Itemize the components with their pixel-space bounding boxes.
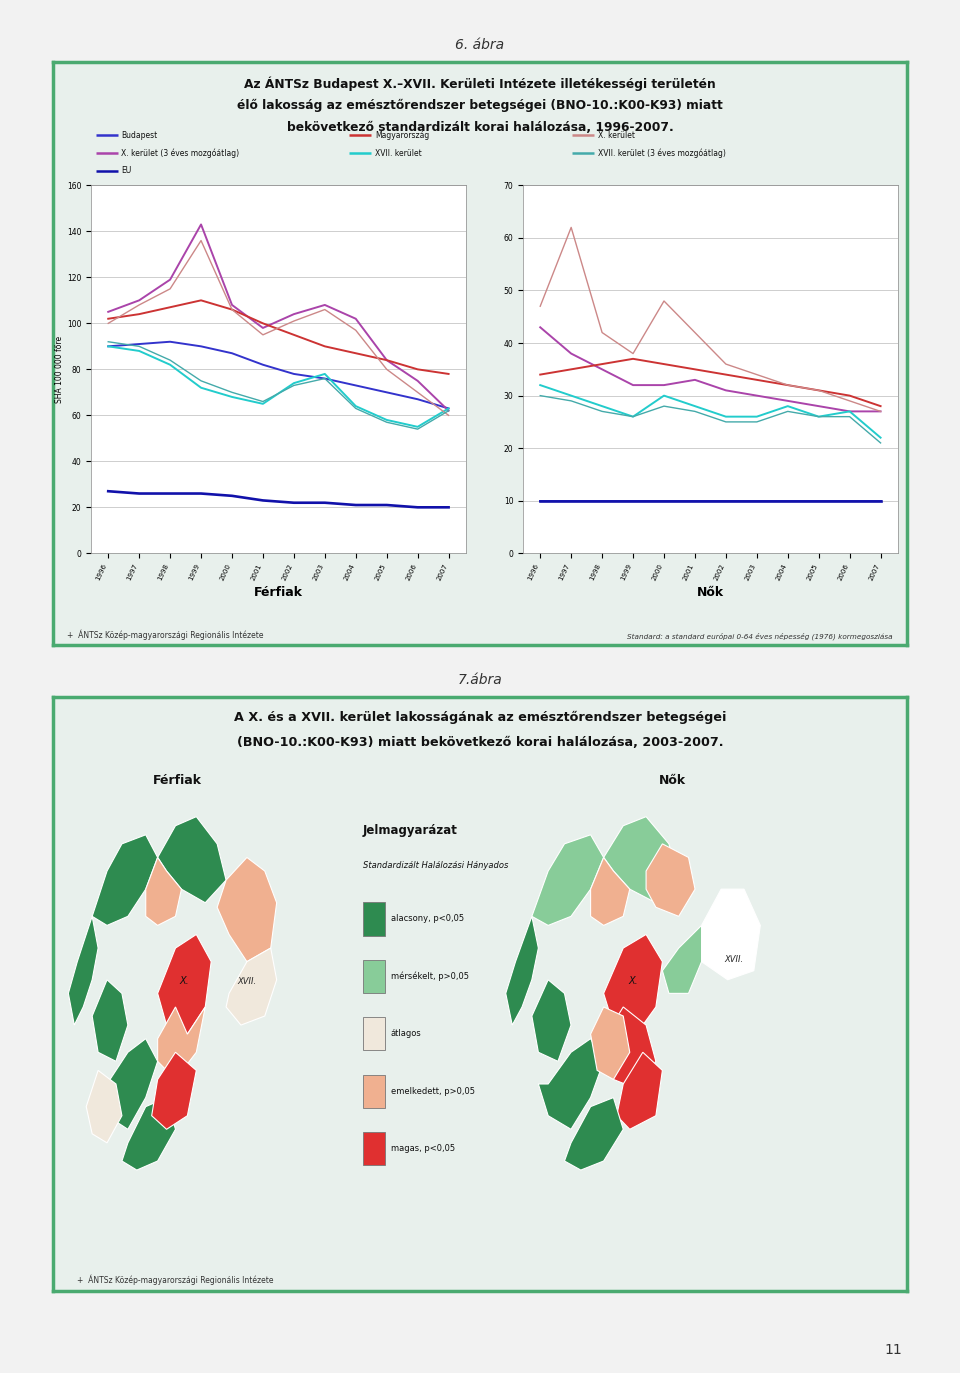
Polygon shape — [604, 935, 662, 1034]
Text: Férfiak: Férfiak — [153, 774, 203, 787]
Y-axis label: SHA 100 000 főre: SHA 100 000 főre — [56, 336, 64, 402]
Polygon shape — [92, 835, 157, 925]
Polygon shape — [532, 980, 571, 1061]
Bar — [363, 902, 385, 935]
Text: Magyarország: Magyarország — [374, 130, 429, 140]
Text: átlagos: átlagos — [391, 1030, 421, 1038]
Polygon shape — [590, 1006, 630, 1079]
Polygon shape — [92, 980, 128, 1061]
Text: XVII. kerület (3 éves mozgóátlag): XVII. kerület (3 éves mozgóátlag) — [597, 148, 726, 158]
Polygon shape — [157, 817, 227, 903]
Polygon shape — [616, 1052, 662, 1129]
Polygon shape — [564, 1097, 623, 1170]
Polygon shape — [506, 916, 539, 1026]
Text: XVII.: XVII. — [237, 978, 256, 986]
Text: Standard: a standard európai 0-64 éves népesség (1976) kormegoszlása: Standard: a standard európai 0-64 éves n… — [627, 633, 893, 640]
Bar — [363, 1131, 385, 1166]
X-axis label: Férfiak: Férfiak — [253, 586, 303, 599]
Text: X.: X. — [628, 976, 637, 986]
Text: (BNO-10.:K00-K93) miatt bekövetkező korai halálozása, 2003-2007.: (BNO-10.:K00-K93) miatt bekövetkező kora… — [237, 736, 723, 748]
Text: mérsékelt, p>0,05: mérsékelt, p>0,05 — [391, 972, 468, 982]
Polygon shape — [227, 947, 276, 1026]
Text: X. kerület: X. kerület — [597, 130, 635, 140]
Text: 11: 11 — [885, 1343, 902, 1357]
Text: Budapest: Budapest — [121, 130, 157, 140]
Text: Standardizált Halálozási Hányados: Standardizált Halálozási Hányados — [363, 861, 509, 870]
Text: XVII.: XVII. — [725, 954, 744, 964]
Text: A X. és a XVII. kerület lakosságának az emésztőrendszer betegségei: A X. és a XVII. kerület lakosságának az … — [233, 711, 727, 725]
Polygon shape — [217, 857, 276, 961]
X-axis label: Nők: Nők — [697, 586, 724, 599]
Text: magas, p<0,05: magas, p<0,05 — [391, 1144, 455, 1153]
Text: EU: EU — [121, 166, 132, 176]
Polygon shape — [157, 935, 211, 1034]
Polygon shape — [702, 890, 760, 980]
Bar — [363, 960, 385, 993]
Text: alacsony, p<0,05: alacsony, p<0,05 — [391, 914, 464, 924]
Polygon shape — [590, 857, 630, 925]
Polygon shape — [68, 916, 98, 1026]
Text: Nők: Nők — [659, 774, 685, 787]
Text: 7.ábra: 7.ábra — [458, 673, 502, 686]
Text: X.: X. — [180, 976, 189, 986]
Text: élő lakosság az emésztőrendszer betegségei (BNO-10.:K00-K93) miatt: élő lakosság az emésztőrendszer betegség… — [237, 99, 723, 113]
Polygon shape — [604, 1006, 656, 1089]
Text: +  ÁNTSz Közép-magyarországi Regionális Intézete: + ÁNTSz Közép-magyarországi Regionális I… — [77, 1274, 274, 1285]
Polygon shape — [152, 1052, 197, 1129]
Text: Jelmagyarázat: Jelmagyarázat — [363, 824, 458, 838]
Polygon shape — [532, 835, 604, 925]
Polygon shape — [122, 1097, 176, 1170]
Polygon shape — [157, 1006, 205, 1079]
Text: 6. ábra: 6. ábra — [455, 38, 505, 52]
Text: XVII. kerület: XVII. kerület — [374, 148, 421, 158]
Bar — [363, 1075, 385, 1108]
Polygon shape — [539, 1038, 604, 1129]
Text: emelkedett, p>0,05: emelkedett, p>0,05 — [391, 1087, 474, 1096]
Polygon shape — [604, 817, 679, 903]
Text: Az ÁNTSz Budapest X.–XVII. Kerületi Intézete illetékességi területén: Az ÁNTSz Budapest X.–XVII. Kerületi Inté… — [244, 77, 716, 92]
Text: bekövetkező standardizált korai halálozása, 1996-2007.: bekövetkező standardizált korai halálozá… — [287, 121, 673, 133]
Polygon shape — [86, 1071, 122, 1142]
Polygon shape — [98, 1038, 157, 1129]
Polygon shape — [146, 857, 181, 925]
Text: +  ÁNTSz Közép-magyarországi Regionális Intézete: + ÁNTSz Közép-magyarországi Regionális I… — [67, 629, 264, 640]
Text: X. kerület (3 éves mozgóátlag): X. kerület (3 éves mozgóátlag) — [121, 148, 239, 158]
Polygon shape — [662, 925, 702, 993]
Polygon shape — [646, 844, 695, 916]
Bar — [363, 1017, 385, 1050]
